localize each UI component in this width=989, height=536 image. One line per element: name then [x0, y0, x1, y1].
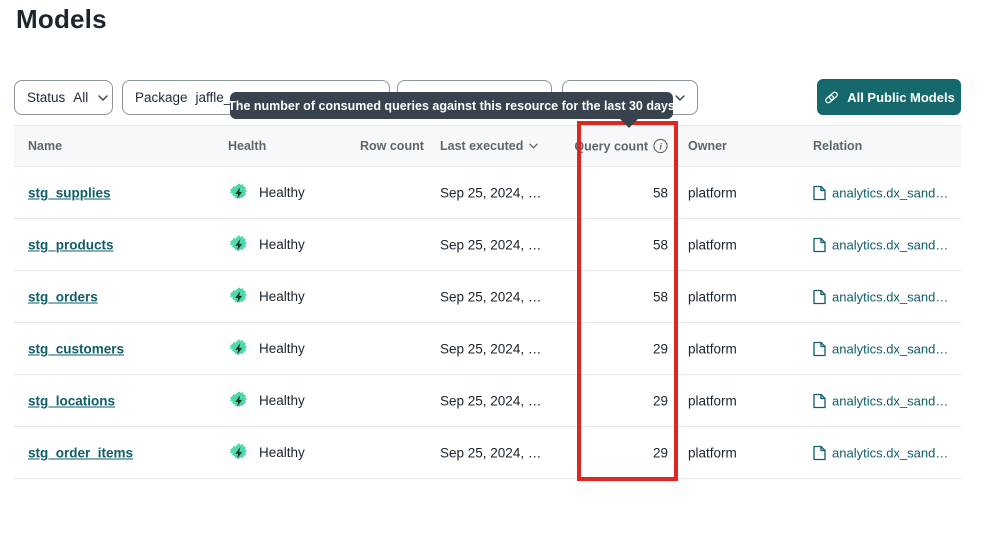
relation-cell[interactable]: analytics.dx_sand… — [813, 237, 948, 252]
last-executed-cell: Sep 25, 2024, … — [440, 393, 542, 408]
relation-link[interactable]: analytics.dx_sand… — [832, 185, 949, 200]
all-public-models-button[interactable]: All Public Models — [817, 79, 961, 115]
healthy-badge-icon — [228, 338, 250, 360]
health-cell: Healthy — [228, 338, 305, 360]
relation-cell[interactable]: analytics.dx_sand… — [813, 185, 948, 200]
owner-cell: platform — [688, 237, 737, 252]
query-count-cell: 29 — [652, 341, 668, 356]
query-count-cell: 29 — [652, 393, 668, 408]
health-label: Healthy — [259, 289, 305, 304]
owner-cell: platform — [688, 185, 737, 200]
table-row: stg_products Healthy Sep 25, 2024, … 58 … — [14, 219, 961, 271]
tooltip-arrow — [620, 119, 638, 128]
relation-cell[interactable]: analytics.dx_sand… — [813, 341, 948, 356]
document-icon — [813, 185, 826, 200]
document-icon — [813, 237, 826, 252]
column-header-row-count: Row count — [360, 139, 424, 153]
last-executed-cell: Sep 25, 2024, … — [440, 445, 542, 460]
document-icon — [813, 341, 826, 356]
owner-cell: platform — [688, 289, 737, 304]
model-link[interactable]: stg_locations — [28, 393, 116, 408]
page-title: Models — [16, 4, 107, 34]
document-icon — [813, 289, 826, 304]
query-count-cell: 58 — [652, 237, 668, 252]
filter-package-label: Package — [135, 90, 188, 105]
table-header-row: Name Health Row count Last executed Quer… — [14, 125, 961, 167]
document-icon — [813, 393, 826, 408]
model-link[interactable]: stg_order_items — [28, 445, 134, 460]
health-cell: Healthy — [228, 234, 305, 256]
last-executed-cell: Sep 25, 2024, … — [440, 237, 542, 252]
relation-cell[interactable]: analytics.dx_sand… — [813, 445, 948, 460]
tooltip-text: The number of consumed queries against t… — [228, 98, 675, 113]
owner-cell: platform — [688, 445, 737, 460]
filter-status-label: Status — [27, 90, 66, 105]
last-executed-cell: Sep 25, 2024, … — [440, 289, 542, 304]
model-link[interactable]: stg_orders — [28, 289, 98, 304]
health-cell: Healthy — [228, 442, 305, 464]
owner-cell: platform — [688, 393, 737, 408]
relation-link[interactable]: analytics.dx_sand… — [832, 393, 949, 408]
model-link[interactable]: stg_customers — [28, 341, 125, 356]
query-count-tooltip: The number of consumed queries against t… — [228, 92, 675, 128]
model-link[interactable]: stg_supplies — [28, 185, 111, 200]
filter-status-value: All — [73, 90, 89, 105]
column-header-query-count: Query count i — [574, 138, 668, 154]
health-cell: Healthy — [228, 390, 305, 412]
health-label: Healthy — [259, 393, 305, 408]
last-executed-cell: Sep 25, 2024, … — [440, 185, 542, 200]
query-count-cell: 58 — [652, 185, 668, 200]
healthy-badge-icon — [228, 182, 250, 204]
health-label: Healthy — [259, 445, 305, 460]
chevron-down-icon — [98, 94, 108, 101]
table-row: stg_order_items Healthy Sep 25, 2024, … … — [14, 427, 961, 479]
column-header-relation: Relation — [813, 139, 863, 153]
link-icon — [823, 89, 840, 106]
relation-link[interactable]: analytics.dx_sand… — [832, 341, 949, 356]
sort-chevron-icon — [529, 143, 539, 149]
health-label: Healthy — [259, 237, 305, 252]
models-table: Name Health Row count Last executed Quer… — [14, 125, 961, 479]
table-row: stg_orders Healthy Sep 25, 2024, … 58 pl… — [14, 271, 961, 323]
last-executed-cell: Sep 25, 2024, … — [440, 341, 542, 356]
document-icon — [813, 445, 826, 460]
relation-link[interactable]: analytics.dx_sand… — [832, 289, 949, 304]
filter-package-value: jaffle_ — [195, 90, 232, 105]
svg-text:i: i — [659, 142, 662, 152]
healthy-badge-icon — [228, 390, 250, 412]
healthy-badge-icon — [228, 442, 250, 464]
relation-link[interactable]: analytics.dx_sand… — [832, 237, 949, 252]
table-row: stg_locations Healthy Sep 25, 2024, … 29… — [14, 375, 961, 427]
table-row: stg_supplies Healthy Sep 25, 2024, … 58 … — [14, 167, 961, 219]
healthy-badge-icon — [228, 234, 250, 256]
relation-link[interactable]: analytics.dx_sand… — [832, 445, 949, 460]
health-label: Healthy — [259, 185, 305, 200]
health-cell: Healthy — [228, 182, 305, 204]
health-label: Healthy — [259, 341, 305, 356]
relation-cell[interactable]: analytics.dx_sand… — [813, 393, 948, 408]
column-header-last-executed[interactable]: Last executed — [440, 139, 539, 153]
health-cell: Healthy — [228, 286, 305, 308]
table-row: stg_customers Healthy Sep 25, 2024, … 29… — [14, 323, 961, 375]
owner-cell: platform — [688, 341, 737, 356]
column-header-health: Health — [228, 139, 267, 153]
chevron-down-icon — [675, 94, 685, 101]
all-public-models-label: All Public Models — [847, 89, 955, 105]
query-count-cell: 29 — [652, 445, 668, 460]
query-count-cell: 58 — [652, 289, 668, 304]
filter-status-dropdown[interactable]: Status All — [14, 80, 113, 115]
healthy-badge-icon — [228, 286, 250, 308]
model-link[interactable]: stg_products — [28, 237, 114, 252]
column-header-name: Name — [28, 139, 63, 153]
column-header-owner: Owner — [688, 139, 727, 153]
info-icon[interactable]: i — [653, 138, 668, 154]
relation-cell[interactable]: analytics.dx_sand… — [813, 289, 948, 304]
